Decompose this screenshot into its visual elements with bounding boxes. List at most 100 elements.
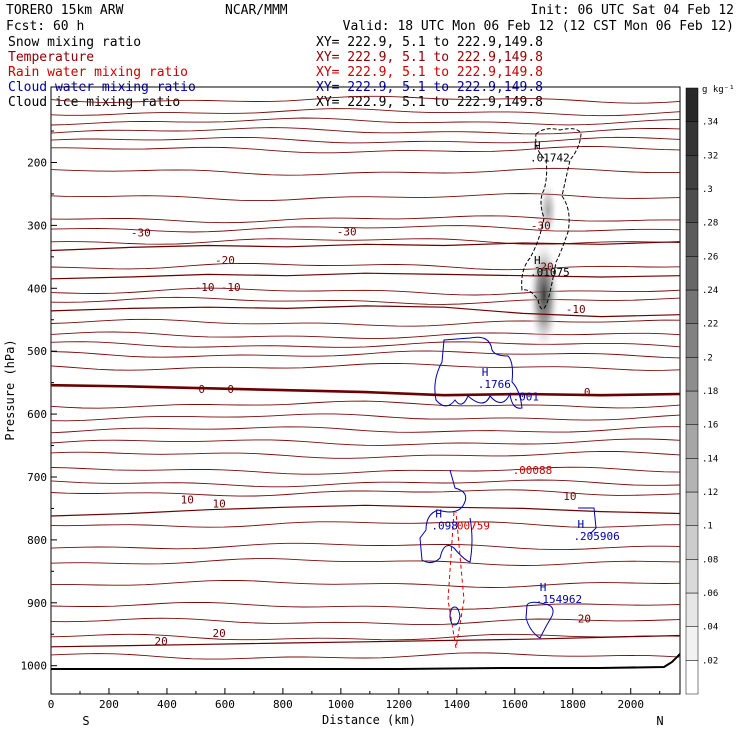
snow-shading-core <box>528 237 560 353</box>
colorbar-cell <box>685 626 699 661</box>
colorbar-cell <box>685 289 699 324</box>
y-axis-label: Pressure (hPa) <box>3 339 17 440</box>
extremum-value: .00088 <box>513 464 553 477</box>
background-contour-line <box>51 136 680 144</box>
isotherm-label: -20 <box>534 260 554 273</box>
background-contour-line <box>51 108 680 117</box>
y-tick-label: 700 <box>27 471 47 484</box>
extremum-marker: H <box>482 366 489 379</box>
south-label: S <box>82 714 89 728</box>
isotherm-label: -30 <box>131 226 151 239</box>
center-label: NCAR/MMM <box>225 3 288 18</box>
x-tick-label: 400 <box>157 698 177 711</box>
background-contour-line <box>51 362 680 371</box>
legend-field-xy: XY= 222.9, 5.1 to 222.9,149.8 <box>316 95 543 110</box>
isotherm-line <box>51 241 680 252</box>
isotherm-label: 10 <box>212 497 225 510</box>
colorbar-cell <box>685 121 699 156</box>
background-contour-line <box>51 521 680 528</box>
colorbar-label: .1 <box>702 522 713 532</box>
isotherm-label: 20 <box>155 635 168 648</box>
isotherm-label: -10 <box>566 303 586 316</box>
isotherm-label: 0 <box>227 383 234 396</box>
colorbar-label: .28 <box>702 219 718 229</box>
colorbar-label: .12 <box>702 488 718 498</box>
background-contour-line <box>51 652 680 660</box>
colorbar-unit: g kg⁻¹ <box>702 85 735 95</box>
x-tick-label: 1600 <box>502 698 529 711</box>
y-axis: 200 300 400 500 600 700 800 900 1000 <box>21 130 57 673</box>
model-title: TORERO 15km ARW <box>6 3 124 18</box>
colorbar-cell <box>685 188 699 223</box>
extremum-value: .01742 <box>530 151 570 164</box>
extremum-marker: H <box>534 254 541 267</box>
x-tick-label: 1000 <box>328 698 355 711</box>
background-contour-line <box>51 466 680 475</box>
x-tick-label: 200 <box>99 698 119 711</box>
background-contour-line <box>51 318 680 327</box>
isotherm-label: 0 <box>584 386 591 399</box>
background-contour-line <box>51 225 680 233</box>
y-tick-label: 500 <box>27 345 47 358</box>
isotherm-label: -30 <box>531 219 551 232</box>
colorbar-cell <box>685 155 699 190</box>
north-label: N <box>656 714 663 728</box>
isotherm-label: -10 <box>221 281 241 294</box>
y-tick-label: 300 <box>27 219 47 232</box>
forecast-hour: Fcst: 60 h <box>6 19 84 34</box>
isotherm-line <box>51 504 680 517</box>
y-tick-label: 600 <box>27 408 47 421</box>
legend-field-name: Snow mixing ratio <box>8 35 141 50</box>
background-contour-line <box>51 489 680 497</box>
isotherm-line <box>51 383 680 397</box>
colorbar-cell <box>685 491 699 526</box>
background-contour-line <box>51 95 680 104</box>
valid-time: Valid: 18 UTC Mon 06 Feb 12 (12 CST Mon … <box>343 19 734 34</box>
background-contour-line <box>51 287 680 296</box>
init-time: Init: 06 UTC Sat 04 Feb 12 <box>531 3 735 18</box>
background-contour-line <box>51 450 680 459</box>
legend-field-xy: XY= 222.9, 5.1 to 222.9,149.8 <box>316 35 543 50</box>
legend-field-name: Temperature <box>8 50 94 65</box>
colorbar-label: .3 <box>702 185 713 195</box>
legend-field-name: Rain water mixing ratio <box>8 65 188 80</box>
colorbar-label: .02 <box>702 656 718 666</box>
colorbar-cell <box>685 660 699 695</box>
background-contour-line <box>51 438 680 446</box>
background-contours <box>51 95 680 660</box>
background-contour-line <box>51 215 680 224</box>
background-contour-line <box>51 341 680 348</box>
x-axis-label: Distance (km) <box>322 713 416 727</box>
extremum-value: .098 <box>431 519 458 532</box>
x-tick-label: 2000 <box>617 698 644 711</box>
background-contour-line <box>51 617 680 626</box>
field-legend: Snow mixing ratio XY= 222.9, 5.1 to 222.9… <box>8 35 543 110</box>
legend-field-xy: XY= 222.9, 5.1 to 222.9,149.8 <box>316 65 543 80</box>
cloud-water-contour-upper <box>434 336 523 409</box>
cloud-ice-contour <box>521 128 582 310</box>
x-tick-label: 1200 <box>386 698 413 711</box>
field-extrema: H.01742H.01075H.1766.001.00088H.098.0075… <box>431 139 619 606</box>
background-contour-line <box>51 167 680 176</box>
colorbar-cell <box>685 222 699 257</box>
colorbar-cell <box>685 390 699 425</box>
background-contour-line <box>51 117 680 126</box>
terrain-surface <box>51 653 680 670</box>
isotherm-label: 20 <box>578 613 591 626</box>
background-contour-line <box>51 193 680 202</box>
colorbar-cell <box>685 559 699 594</box>
y-tick-label: 1000 <box>21 660 48 673</box>
background-contour-line <box>51 238 680 245</box>
colorbar-cell <box>685 323 699 358</box>
isotherm-label: 10 <box>181 494 194 507</box>
x-tick-label: 1800 <box>560 698 587 711</box>
extremum-marker: H <box>534 139 541 152</box>
background-contour-line <box>51 146 680 154</box>
colorbar-cell <box>685 525 699 560</box>
background-contour-line <box>51 296 680 305</box>
colorbar-label: .24 <box>702 286 718 296</box>
isotherm-label: 20 <box>212 627 225 640</box>
background-contour-line <box>51 400 680 409</box>
background-contour-line <box>51 331 680 339</box>
